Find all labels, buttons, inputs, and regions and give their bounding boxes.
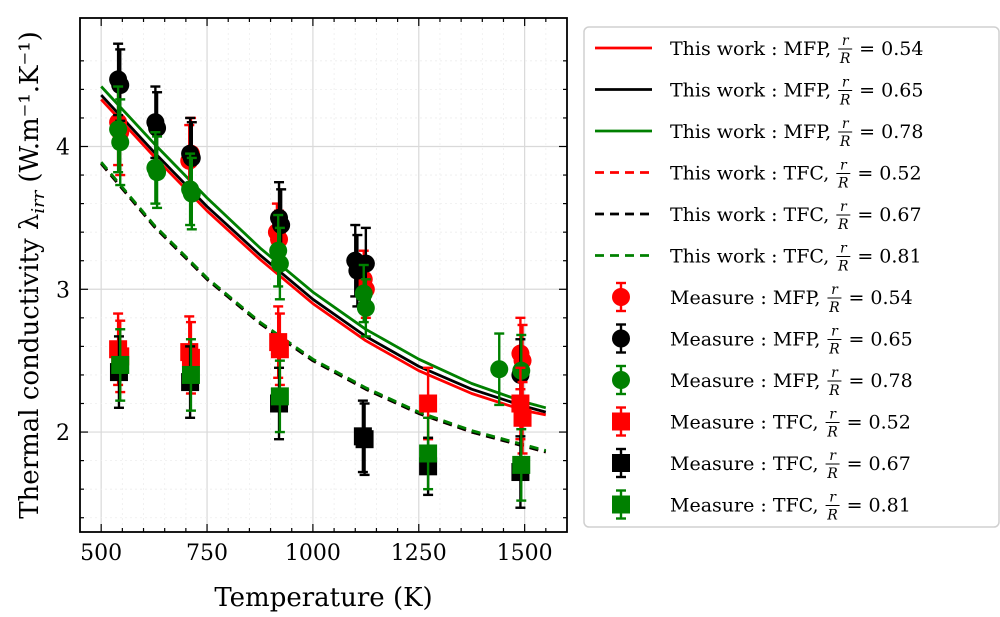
legend-frac-den: R [826, 466, 838, 482]
measurement-point-series-4 [511, 366, 530, 441]
legend-entry-6: This work : TFC, rR = 0.81 [595, 241, 922, 275]
legend-box [583, 26, 1000, 528]
legend-frac-num: r [840, 199, 848, 215]
legend-label: This work : MFP, [670, 38, 831, 60]
legend-label: Measure : TFC, [670, 412, 819, 434]
legend-entry-7: Measure : MFP, rR = 0.54 [612, 281, 913, 316]
legend-ratio: = 0.65 [859, 80, 923, 102]
legend-ratio: = 0.67 [857, 204, 921, 226]
axis-ticks: 500 750 1000 1250 1500 2 3 4 [56, 18, 567, 566]
measurement-markers [109, 42, 532, 509]
legend-frac-num: r [842, 116, 850, 132]
legend-entry-3: This work : MFP, rR = 0.78 [595, 116, 923, 150]
legend-frac-den: R [837, 176, 849, 192]
legend-frac-den: R [828, 342, 840, 358]
legend-ratio: = 0.81 [847, 495, 911, 517]
y-axis-label: Thermal conductivity λirr (W.m⁻¹.K⁻¹) [15, 31, 49, 519]
legend-frac-num: r [831, 282, 839, 298]
legend-frac-num: r [842, 33, 850, 49]
legend-frac-den: R [828, 300, 840, 316]
legend-label: Measure : MFP, [670, 329, 820, 351]
legend-label: Measure : TFC, [670, 453, 819, 475]
legend-frac-den: R [826, 425, 838, 441]
legend-label: This work : TFC, [670, 163, 829, 185]
legend-entry-4: This work : TFC, rR = 0.52 [595, 158, 922, 192]
legend-frac-num: r [840, 158, 848, 174]
x-tick-label: 750 [186, 541, 228, 566]
measurement-point-series-3 [270, 226, 289, 301]
y-tick-label: 4 [56, 136, 70, 161]
legend-entry-5: This work : TFC, rR = 0.67 [595, 199, 922, 233]
curve-series-6 [100, 161, 547, 452]
legend-ratio: = 0.65 [848, 329, 912, 351]
legend-frac-den: R [828, 383, 840, 399]
legend-ratio: = 0.78 [848, 370, 912, 392]
measurement-point-series-3 [490, 332, 509, 407]
x-tick-label: 500 [80, 541, 122, 566]
legend-frac-den: R [837, 259, 849, 275]
measurement-point-series-3 [356, 278, 375, 338]
legend-frac-den: R [839, 93, 851, 109]
legend-entry-10: Measure : TFC, rR = 0.52 [612, 406, 911, 441]
y-axis-label-sub: irr [28, 189, 49, 213]
legend-frac-den: R [837, 217, 849, 233]
legend-entry-2: This work : MFP, rR = 0.65 [595, 75, 923, 109]
measurement-point-series-6 [111, 328, 130, 402]
legend-label: This work : MFP, [670, 121, 831, 143]
y-axis-label-units: (W.m⁻¹.K⁻¹) [15, 31, 45, 182]
measurement-point-series-4 [513, 380, 532, 455]
legend-frac-den: R [839, 134, 851, 150]
legend-entry-1: This work : MFP, rR = 0.54 [595, 33, 923, 67]
legend-label: This work : MFP, [670, 80, 831, 102]
legend-frac-num: r [829, 407, 837, 423]
legend-entry-9: Measure : MFP, rR = 0.78 [612, 364, 913, 399]
y-tick-label: 2 [56, 421, 70, 446]
measurement-point-series-6 [419, 416, 438, 491]
legend-label: Measure : MFP, [670, 370, 820, 392]
measurement-point-series-3 [111, 98, 130, 187]
grid [80, 18, 567, 532]
svg-text:Thermal conductivity λirr(W.m⁻: Thermal conductivity λirr (W.m⁻¹.K⁻¹) [15, 31, 49, 519]
legend-entry-8: Measure : MFP, rR = 0.65 [612, 323, 913, 358]
legend-frac-den: R [826, 508, 838, 524]
legend-frac-num: r [840, 241, 848, 257]
legend-ratio: = 0.54 [848, 287, 912, 309]
legend-frac-num: r [829, 448, 837, 464]
legend-entry-11: Measure : TFC, rR = 0.67 [612, 447, 911, 482]
model-curves [100, 85, 547, 454]
y-axis-label-main: Thermal conductivity λ [15, 214, 45, 519]
x-axis-label: Temperature (K) [214, 583, 432, 613]
legend-label: This work : TFC, [670, 246, 829, 268]
measurement-point-series-3 [148, 135, 167, 210]
measurement-point-series-3 [182, 156, 201, 231]
legend-ratio: = 0.78 [859, 121, 923, 143]
legend-ratio: = 0.67 [847, 453, 911, 475]
curve-series-3 [100, 85, 547, 410]
legend-label: This work : TFC, [670, 204, 829, 226]
legend-ratio: = 0.52 [857, 163, 921, 185]
legend-label: Measure : MFP, [670, 287, 820, 309]
y-tick-label: 3 [56, 278, 70, 303]
x-tick-label: 1250 [391, 541, 447, 566]
legend-frac-num: r [829, 490, 837, 506]
x-tick-label: 1500 [497, 541, 553, 566]
legend-frac-num: r [831, 365, 839, 381]
legend-entry-12: Measure : TFC, rR = 0.81 [612, 489, 911, 524]
legend-ratio: = 0.54 [859, 38, 923, 60]
legend-frac-den: R [839, 51, 851, 67]
plot-frame [79, 17, 568, 533]
legend-ratio: = 0.81 [857, 246, 921, 268]
legend-frac-num: r [831, 324, 839, 340]
legend-ratio: = 0.52 [847, 412, 911, 434]
measurement-point-series-6 [270, 359, 289, 434]
measurement-point-series-6 [512, 428, 531, 502]
measurement-point-series-6 [181, 338, 200, 412]
x-tick-label: 1000 [285, 541, 341, 566]
measurement-point-series-5 [355, 402, 374, 477]
legend-label: Measure : TFC, [670, 495, 819, 517]
legend-frac-num: r [842, 75, 850, 91]
